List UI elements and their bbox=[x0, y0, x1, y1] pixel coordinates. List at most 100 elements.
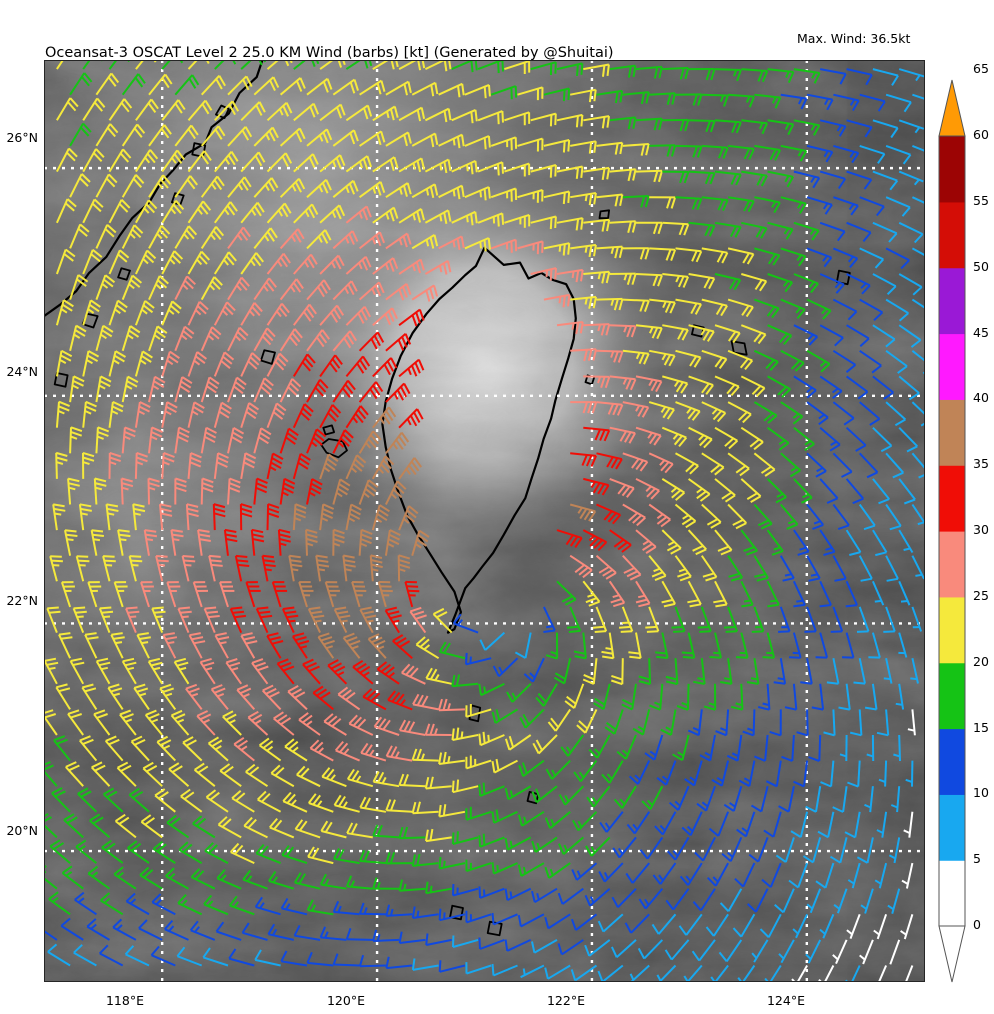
wind-barb bbox=[332, 528, 345, 556]
wind-barb bbox=[385, 480, 407, 505]
wind-barb bbox=[753, 503, 773, 530]
colorbar-tick-label: 30 bbox=[973, 522, 989, 537]
wind-barb bbox=[478, 886, 505, 899]
wind-barb bbox=[385, 232, 412, 250]
wind-barb bbox=[212, 503, 226, 531]
wind-barb bbox=[609, 324, 637, 338]
wind-barb bbox=[108, 198, 131, 224]
wind-barb bbox=[170, 709, 190, 736]
wind-barb bbox=[308, 793, 334, 813]
wind-barb bbox=[701, 196, 729, 212]
wind-barb bbox=[193, 762, 216, 787]
wind-barb bbox=[98, 944, 124, 967]
wind-barb bbox=[306, 899, 334, 916]
wind-barb bbox=[293, 60, 320, 70]
wind-barb bbox=[806, 349, 831, 373]
wind-barb bbox=[691, 939, 716, 962]
wind-barb bbox=[223, 528, 238, 556]
wind-barb bbox=[253, 126, 279, 147]
wind-barb bbox=[504, 938, 532, 952]
wind-barb bbox=[573, 632, 587, 660]
wind-barb bbox=[839, 734, 848, 762]
wind-barb bbox=[806, 247, 833, 268]
wind-barb bbox=[635, 117, 663, 131]
wind-barb bbox=[60, 581, 75, 608]
wind-barb bbox=[424, 107, 452, 123]
wind-barb bbox=[806, 93, 834, 111]
wind-barb bbox=[830, 606, 844, 633]
wind-barb bbox=[859, 247, 885, 269]
wind-barb bbox=[464, 186, 491, 201]
wind-barb bbox=[645, 606, 660, 633]
wind-barb bbox=[504, 887, 532, 901]
wind-barb bbox=[662, 273, 690, 288]
wind-barb bbox=[438, 751, 466, 765]
wind-barb bbox=[740, 375, 766, 397]
wind-barb bbox=[859, 401, 881, 426]
wind-barb bbox=[819, 580, 832, 608]
wind-barb bbox=[713, 580, 728, 608]
wind-barb bbox=[67, 477, 80, 505]
wind-barb bbox=[556, 529, 583, 548]
wind-barb bbox=[425, 828, 452, 843]
wind-barb bbox=[750, 785, 769, 813]
wind-barb bbox=[530, 164, 557, 178]
wind-barb bbox=[872, 375, 894, 400]
wind-barb bbox=[409, 606, 427, 634]
wind-barb bbox=[266, 503, 280, 531]
wind-barb bbox=[866, 734, 875, 762]
wind-barb bbox=[147, 477, 160, 505]
wind-barb bbox=[87, 581, 102, 608]
wind-barb bbox=[746, 658, 760, 685]
wind-barb bbox=[675, 144, 703, 158]
wind-barb bbox=[166, 814, 190, 839]
wind-barb bbox=[351, 581, 367, 608]
wind-barb bbox=[213, 251, 237, 275]
wind-barb bbox=[253, 227, 278, 250]
wind-barb bbox=[119, 709, 137, 736]
wind-barb bbox=[240, 151, 266, 173]
wind-barb bbox=[358, 528, 373, 556]
island-coastline bbox=[117, 267, 131, 281]
wind-barb bbox=[911, 298, 925, 316]
wind-barb bbox=[660, 709, 677, 736]
wind-barb bbox=[819, 426, 841, 452]
wind-barb bbox=[178, 841, 203, 864]
wind-barb bbox=[635, 65, 663, 79]
wind-barb bbox=[742, 709, 756, 737]
wind-barb bbox=[846, 221, 872, 243]
wind-barb bbox=[279, 328, 303, 352]
wind-barb bbox=[784, 683, 798, 711]
wind-barb bbox=[649, 196, 677, 209]
wind-barb bbox=[676, 683, 690, 711]
wind-barb bbox=[108, 451, 122, 479]
wind-barb bbox=[228, 948, 255, 967]
wind-barb bbox=[359, 606, 377, 634]
wind-barb bbox=[185, 503, 199, 531]
wind-barb bbox=[90, 529, 105, 556]
wind-barb bbox=[569, 554, 593, 579]
wind-barb bbox=[451, 779, 479, 794]
wind-barb bbox=[888, 837, 901, 864]
wind-barb bbox=[754, 734, 769, 762]
wind-barb bbox=[727, 503, 748, 530]
wind-barb bbox=[874, 862, 888, 889]
wind-barb bbox=[372, 929, 400, 942]
wind-barb bbox=[208, 554, 223, 582]
wind-barb bbox=[571, 862, 598, 881]
wind-barb bbox=[219, 581, 235, 608]
wind-barb bbox=[412, 693, 439, 711]
wind-barb bbox=[55, 248, 76, 275]
wind-barb bbox=[269, 817, 295, 839]
colorbar-tick-label: 35 bbox=[973, 456, 989, 472]
wind-barb bbox=[333, 794, 360, 813]
wind-barb bbox=[804, 606, 817, 633]
wind-barb bbox=[46, 606, 61, 633]
wind-barb bbox=[793, 324, 819, 346]
wind-barb bbox=[151, 893, 176, 916]
wind-barb bbox=[48, 891, 71, 916]
wind-barb bbox=[477, 212, 505, 227]
wind-barb bbox=[898, 529, 914, 554]
wind-barb bbox=[142, 761, 163, 787]
wind-barb bbox=[490, 238, 518, 253]
